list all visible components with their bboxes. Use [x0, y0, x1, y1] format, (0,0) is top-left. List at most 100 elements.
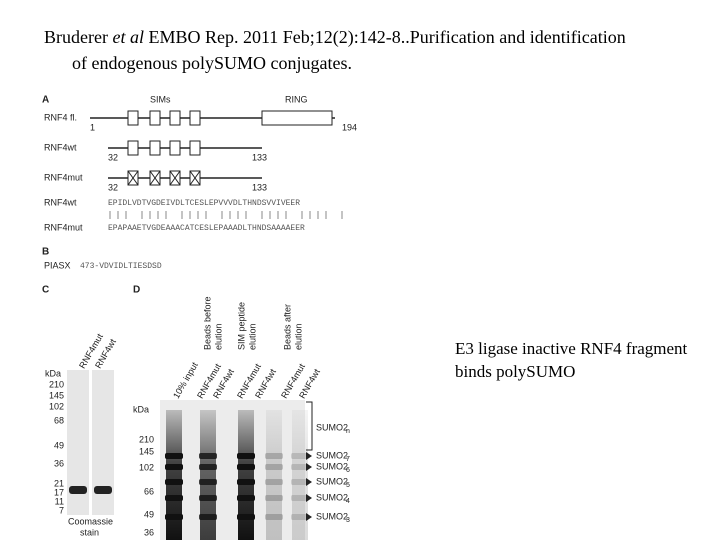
gel-band	[265, 479, 283, 485]
sim-box	[189, 110, 201, 126]
gel-band	[165, 464, 183, 470]
mut-cross	[169, 170, 181, 186]
gel-band	[265, 495, 283, 501]
gel-band	[237, 479, 255, 485]
sim-box	[127, 110, 139, 126]
band-subscript: 7	[346, 456, 350, 463]
header: Bruderer et al EMBO Rep. 2011 Feb;12(2):…	[44, 24, 632, 76]
band-subscript: 4	[346, 498, 350, 505]
sim-box	[169, 140, 181, 156]
author: Bruderer	[44, 27, 108, 47]
end-residue: 133	[252, 182, 267, 192]
gel-smear	[200, 410, 216, 540]
band-arrow	[306, 494, 312, 502]
band-label: SUMO2	[316, 492, 348, 502]
gel-band	[291, 479, 309, 485]
band-subscript: 6	[346, 467, 350, 474]
gel-band	[199, 464, 217, 470]
band-arrow	[306, 478, 312, 486]
gel-smear	[238, 410, 254, 540]
marker-label: 210	[49, 379, 64, 389]
gel-band	[237, 464, 255, 470]
band-label: SUMO2	[316, 511, 348, 521]
start-residue: 32	[108, 152, 118, 162]
stain-label: Coomassie	[68, 516, 113, 526]
gel-band	[265, 464, 283, 470]
start-residue: 1	[90, 122, 95, 132]
mut-cross	[149, 170, 161, 186]
kda-label: kDa	[133, 404, 149, 414]
gel-band	[291, 453, 309, 459]
bracket	[306, 401, 313, 451]
marker-label: 145	[49, 390, 64, 400]
sequence-name: RNF4mut	[44, 222, 83, 232]
group-label: elution	[247, 323, 257, 350]
band-arrow	[306, 452, 312, 460]
construct-name: RNF4mut	[44, 172, 83, 182]
panel-label: C	[42, 285, 49, 296]
sim-box	[127, 140, 139, 156]
marker-label: 11	[55, 496, 64, 506]
mut-cross	[189, 170, 201, 186]
sequence: EPIDLVDTVGDEIVDLTCESLEPVVVDLTHNDSVVIVEER	[108, 199, 300, 208]
band-arrow	[306, 463, 312, 471]
band-subscript: n	[346, 428, 350, 435]
gel-band	[199, 479, 217, 485]
sequence: EPAPAAETVGDEAAACATCESLEPAAADLTHNDSAAAAEE…	[108, 224, 305, 233]
ring-label: RING	[285, 94, 308, 104]
band-arrow	[306, 513, 312, 521]
group-label: Beads before	[202, 296, 212, 350]
band-label: SUMO2	[316, 476, 348, 486]
marker-label: 145	[139, 446, 154, 456]
band-subscript: 3	[346, 517, 350, 524]
band-label: SUMO2	[316, 461, 348, 471]
panel-label: D	[133, 285, 140, 296]
band-label: SUMO2	[316, 422, 348, 432]
construct-name: RNF4wt	[44, 142, 77, 152]
sims-label: SIMs	[150, 94, 171, 104]
ring-box	[261, 110, 333, 126]
band-label: SUMO2	[316, 450, 348, 460]
panel-label: A	[42, 95, 49, 106]
sim-box	[149, 110, 161, 126]
end-residue: 133	[252, 152, 267, 162]
band-subscript: 5	[346, 482, 350, 489]
gel-band	[199, 495, 217, 501]
gel-smear	[266, 410, 282, 540]
group-label: Beads after	[282, 304, 292, 350]
sim-box	[169, 110, 181, 126]
gel-band	[165, 495, 183, 501]
figure-content: A SIMs RING RNF4 fl. 1 194 RNF4wt 32 133 RNF4mut 3…	[42, 94, 357, 540]
marker-label: 36	[144, 527, 154, 537]
caption: E3 ligase inactive RNF4 fragment binds p…	[455, 339, 688, 381]
start-residue: 32	[108, 182, 118, 192]
gel-lane	[67, 370, 89, 515]
gel-band	[265, 514, 283, 520]
gel-smear	[292, 410, 308, 540]
gel-band	[165, 453, 183, 459]
gel-smear	[166, 410, 182, 540]
sim-box	[189, 140, 201, 156]
group-label: elution	[293, 323, 303, 350]
sequence-name: RNF4wt	[44, 197, 77, 207]
gel-band	[199, 514, 217, 520]
gel-band	[237, 495, 255, 501]
marker-label: 49	[54, 440, 64, 450]
gel-band	[291, 495, 309, 501]
marker-label: 36	[54, 458, 64, 468]
gel-band	[265, 453, 283, 459]
gel-band	[237, 453, 255, 459]
marker-label: 102	[139, 462, 154, 472]
gel-band	[94, 486, 112, 494]
gel-band	[165, 514, 183, 520]
end-residue: 194	[342, 122, 357, 132]
construct-name: RNF4 fl.	[44, 112, 77, 122]
marker-label: 66	[144, 486, 154, 496]
marker-label: 102	[49, 401, 64, 411]
gel-band	[199, 453, 217, 459]
gel-lane	[92, 370, 114, 515]
group-label: SIM peptide	[236, 302, 246, 350]
gel-band	[291, 464, 309, 470]
panel-label: B	[42, 247, 49, 258]
